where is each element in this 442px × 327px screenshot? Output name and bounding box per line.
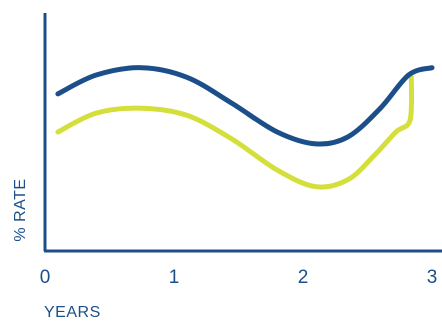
- x-tick-label: 0: [40, 267, 51, 288]
- x-axis-title: YEARS: [44, 304, 101, 321]
- x-tick-label: 1: [169, 267, 180, 288]
- series-layer: [55, 65, 435, 190]
- y-axis-title: % RATE: [12, 178, 29, 241]
- series-line-1: [55, 65, 435, 147]
- x-tick-labels: 0 1 2 3: [40, 267, 438, 288]
- x-tick-label: 2: [298, 267, 309, 288]
- series-line-2: [55, 74, 415, 190]
- x-tick-label: 3: [427, 267, 438, 288]
